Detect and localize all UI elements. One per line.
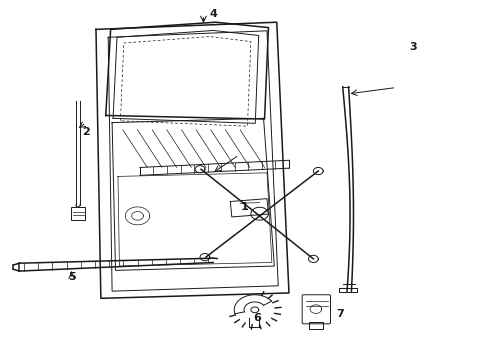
Bar (71, 207, 85, 220)
Text: 1: 1 (241, 202, 249, 212)
Bar (309, 322, 323, 329)
Text: 3: 3 (410, 42, 417, 52)
Text: 4: 4 (209, 9, 217, 19)
Text: 7: 7 (337, 310, 344, 319)
Text: 6: 6 (253, 313, 261, 323)
Text: 2: 2 (82, 127, 90, 136)
Text: 5: 5 (68, 272, 75, 282)
